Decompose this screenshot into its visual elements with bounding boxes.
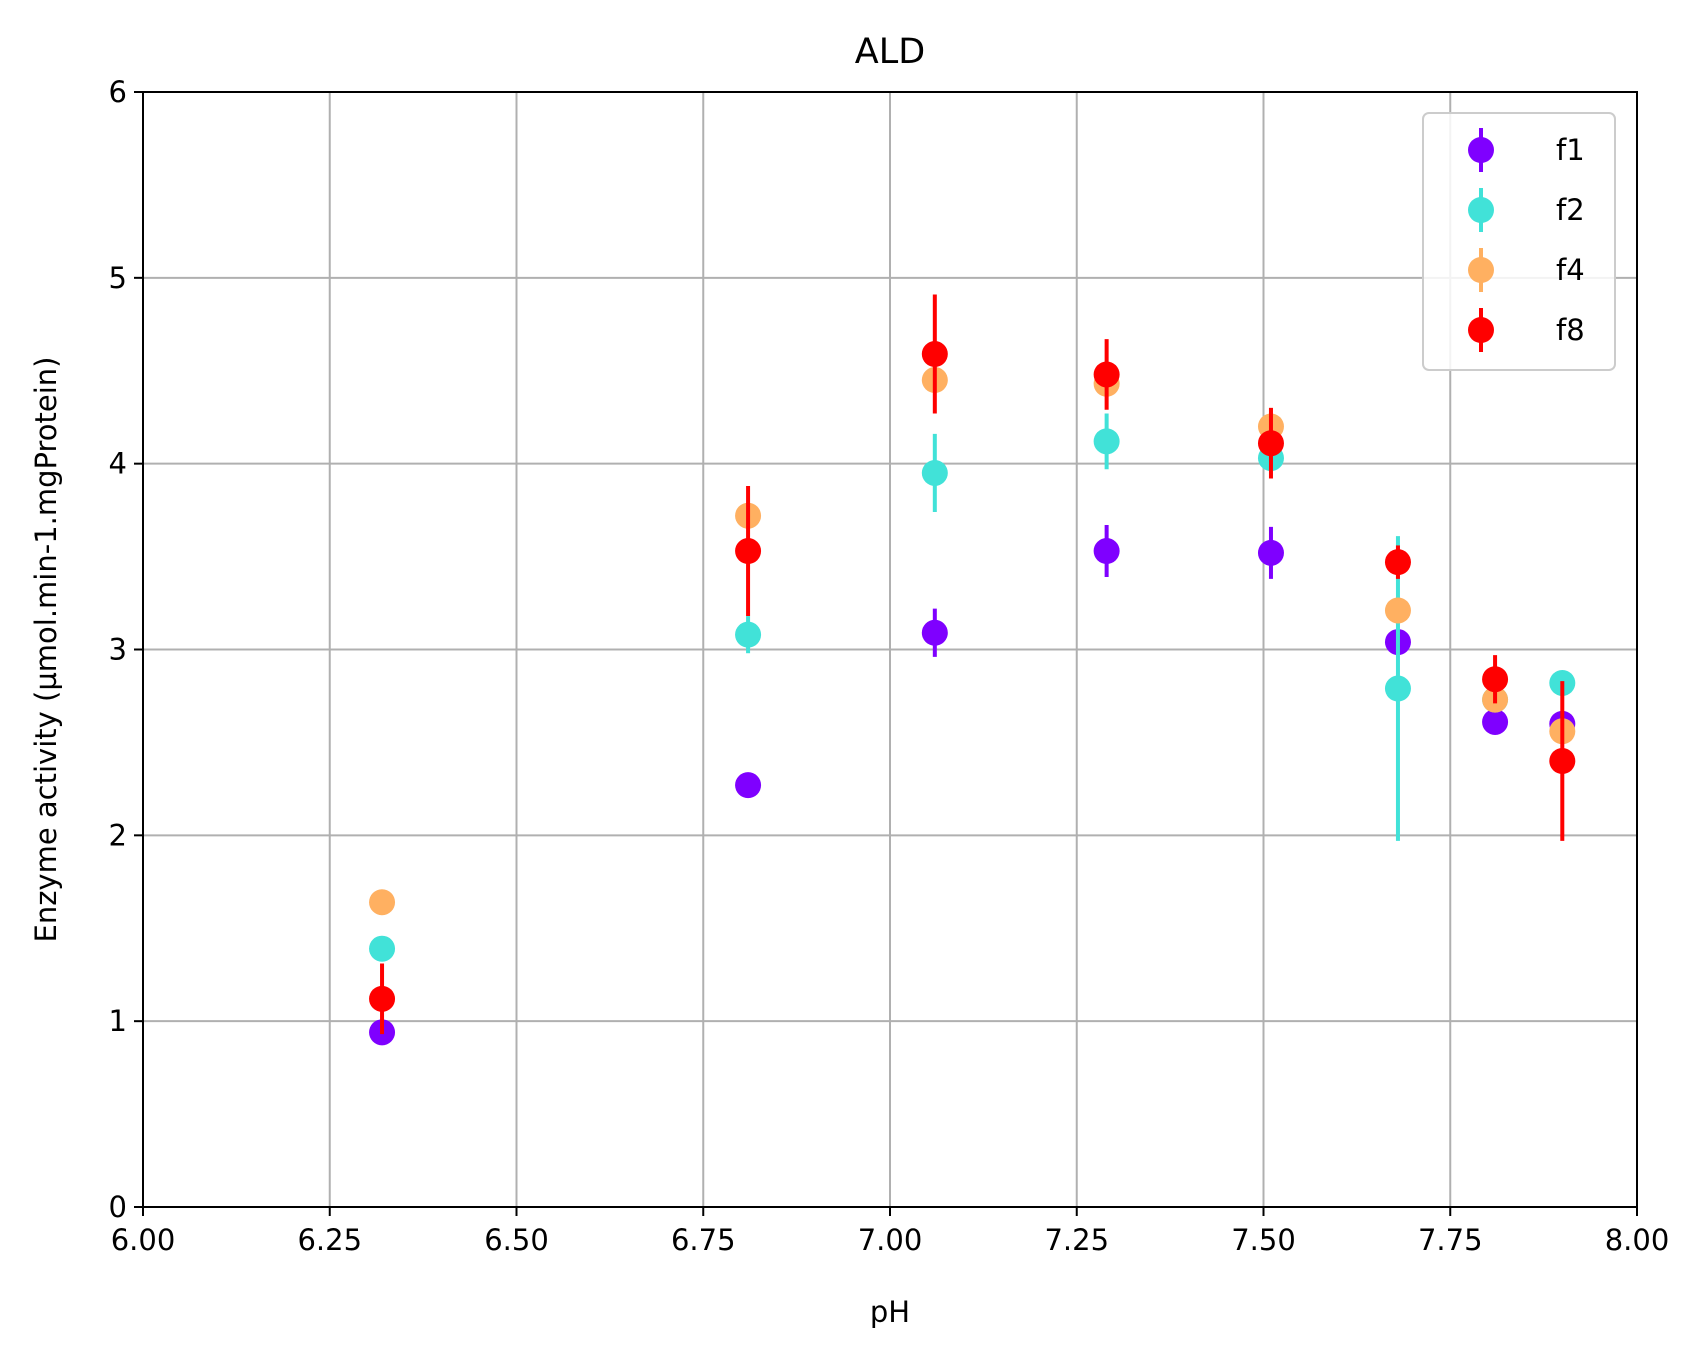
x-tick-label: 7.25 [1044, 1223, 1109, 1257]
data-point [1384, 675, 1411, 702]
data-point [1093, 538, 1120, 565]
data-point [921, 341, 948, 368]
legend-label: f4 [1556, 253, 1585, 287]
legend-label: f8 [1556, 313, 1585, 347]
data-point [369, 935, 396, 962]
legend-item: f8 [1468, 308, 1585, 352]
legend-box [1422, 112, 1616, 371]
data-point [1384, 597, 1411, 624]
x-tick-label: 6.75 [671, 1223, 736, 1257]
x-axis: 6.00 6.25 6.50 6.75 7.00 7.25 7.50 7.75 8.00 [111, 1207, 1670, 1257]
data-point [369, 889, 396, 916]
legend-label: f2 [1556, 193, 1585, 227]
x-tick-label: 7.50 [1231, 1223, 1296, 1257]
y-tick-label: 5 [109, 261, 127, 295]
x-axis-label: pH [870, 1295, 910, 1329]
data-point [1093, 428, 1120, 455]
data-point [1549, 748, 1576, 774]
y-axis-label: Enzyme activity (µmol.min-1.mgProtein) [29, 357, 63, 943]
legend-marker [1468, 197, 1494, 223]
legend-marker [1468, 257, 1494, 283]
y-tick-label: 4 [109, 447, 127, 481]
x-tick-label: 6.50 [484, 1223, 549, 1257]
data-point [921, 459, 948, 486]
y-axis: 0 1 2 3 4 5 6 [109, 75, 143, 1224]
data-point [1257, 539, 1284, 566]
x-tick-label: 7.00 [858, 1223, 923, 1257]
data-point [1482, 666, 1509, 693]
data-point [735, 621, 762, 648]
y-tick-label: 3 [109, 633, 127, 667]
data-point [735, 772, 762, 799]
y-tick-label: 2 [109, 818, 127, 852]
y-tick-label: 1 [109, 1004, 127, 1038]
y-tick-label: 0 [109, 1190, 127, 1224]
legend-marker [1468, 317, 1494, 343]
legend-marker [1468, 137, 1494, 163]
legend-item: f2 [1468, 188, 1585, 232]
x-tick-label: 6.00 [111, 1223, 176, 1257]
data-point [369, 985, 396, 1012]
data-point [1482, 708, 1509, 735]
x-tick-label: 8.00 [1605, 1223, 1670, 1257]
data-point [735, 538, 762, 565]
data-point [921, 619, 948, 646]
legend: f1 f2 f4 f8 [1422, 112, 1616, 371]
series-layer [369, 294, 1576, 1046]
data-point [1257, 430, 1284, 457]
chart-title: ALD [855, 32, 925, 72]
x-tick-label: 7.75 [1418, 1223, 1483, 1257]
legend-item: f4 [1468, 248, 1585, 292]
data-point [1384, 549, 1411, 576]
legend-label: f1 [1556, 133, 1585, 167]
data-point [1093, 361, 1120, 388]
legend-item: f1 [1468, 128, 1585, 172]
x-tick-label: 6.25 [297, 1223, 362, 1257]
y-tick-label: 6 [109, 75, 127, 109]
series-f8 [369, 294, 1576, 1035]
